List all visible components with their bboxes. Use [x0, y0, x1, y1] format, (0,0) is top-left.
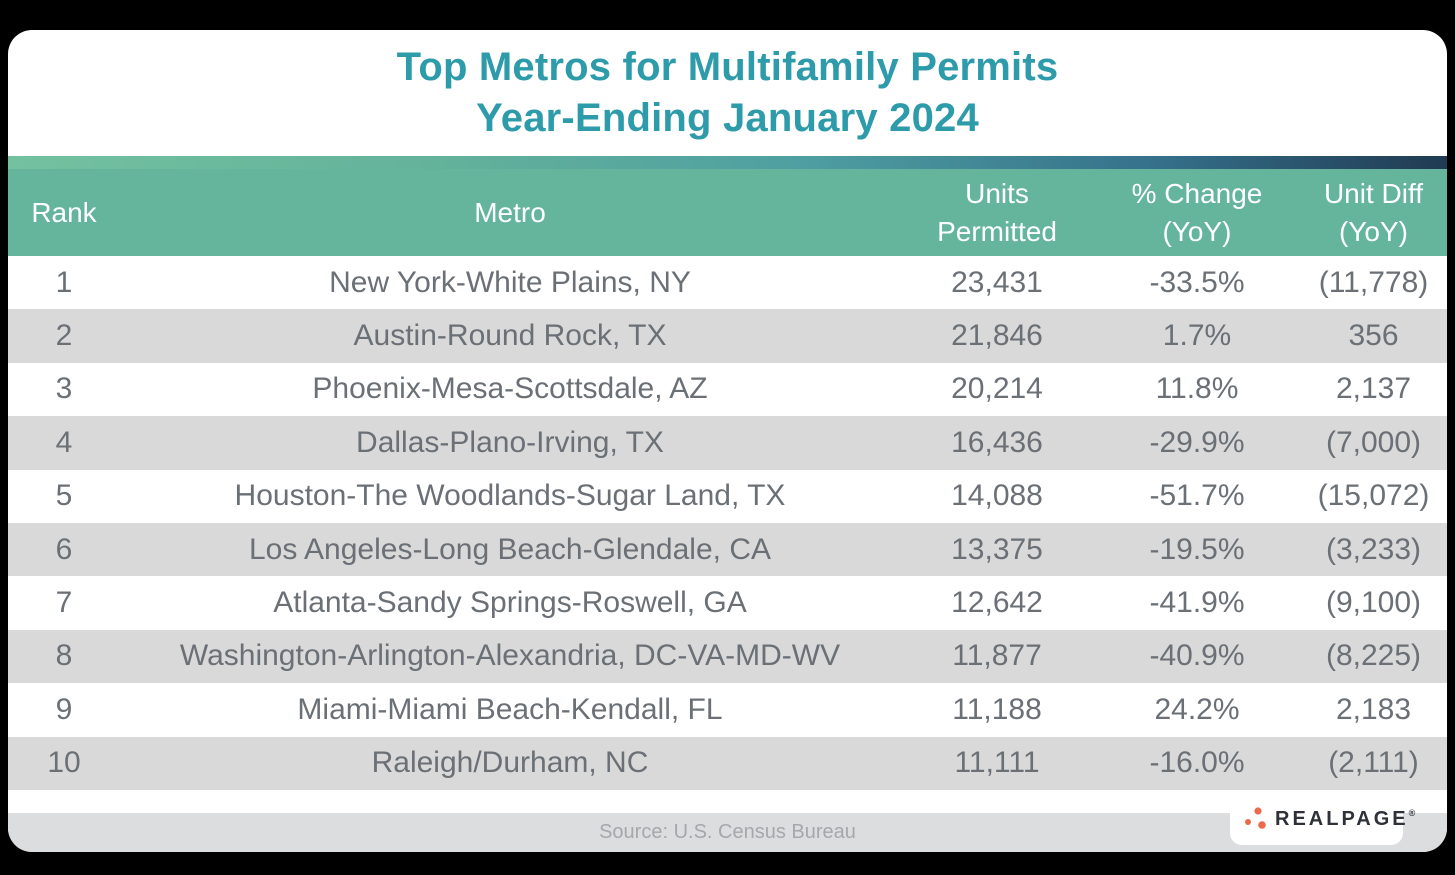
- cell-units: 12,642: [951, 586, 1043, 620]
- cell-rank: 9: [55, 692, 73, 726]
- table-row: 5 Houston-The Woodlands-Sugar Land, TX 1…: [8, 469, 1447, 523]
- table-body: 1 New York-White Plains, NY 23,431 -33.5…: [8, 256, 1447, 790]
- cell-metro: Miami-Miami Beach-Kendall, FL: [297, 692, 723, 726]
- cell-pct-change: -41.9%: [1149, 586, 1245, 620]
- column-header-units-permitted: Units Permitted: [900, 175, 1094, 251]
- column-header-unit-diff: Unit Diff (YoY): [1300, 175, 1447, 251]
- column-header-units-line1: Units: [965, 177, 1029, 209]
- cell-units: 11,877: [952, 639, 1042, 673]
- table-row: 6 Los Angeles-Long Beach-Glendale, CA 13…: [8, 522, 1447, 577]
- cell-rank: 10: [47, 746, 81, 780]
- cell-unit-diff: 2,137: [1335, 372, 1412, 406]
- cell-rank: 5: [55, 479, 73, 513]
- cell-units: 16,436: [951, 425, 1043, 459]
- cell-pct-change: 11.8%: [1155, 372, 1239, 406]
- cell-rank: 6: [55, 532, 73, 566]
- cell-metro: Atlanta-Sandy Springs-Roswell, GA: [273, 586, 747, 620]
- title-block: Top Metros for Multifamily Permits Year-…: [8, 30, 1447, 156]
- cell-metro: Raleigh/Durham, NC: [371, 746, 649, 780]
- column-header-diff-line2: (YoY): [1338, 215, 1408, 247]
- cell-metro: Washington-Arlington-Alexandria, DC-VA-M…: [179, 639, 841, 673]
- cell-unit-diff: (2,111): [1328, 746, 1419, 780]
- cell-rank: 7: [55, 586, 73, 620]
- realpage-logo: REALPAGE®: [1230, 794, 1415, 845]
- cell-unit-diff: (9,100): [1325, 586, 1422, 620]
- realpage-dots-icon: [1239, 795, 1271, 844]
- table-header-row: Rank Metro Units Permitted % Change (YoY…: [8, 169, 1447, 256]
- accent-gradient-bar: [8, 156, 1447, 169]
- cell-pct-change: 1.7%: [1162, 319, 1232, 353]
- column-header-pct-change: % Change (YoY): [1094, 175, 1300, 251]
- table-row: 7 Atlanta-Sandy Springs-Roswell, GA 12,6…: [8, 576, 1447, 630]
- cell-units: 23,431: [951, 265, 1043, 299]
- cell-metro: Dallas-Plano-Irving, TX: [356, 425, 664, 459]
- column-header-units-line2: Permitted: [937, 215, 1057, 247]
- cell-metro: Phoenix-Mesa-Scottsdale, AZ: [312, 372, 708, 406]
- cell-units: 13,375: [951, 532, 1043, 566]
- cell-pct-change: -51.7%: [1149, 479, 1245, 513]
- cell-pct-change: -40.9%: [1149, 639, 1245, 673]
- footer: Source: U.S. Census Bureau REALPAGE®: [8, 789, 1447, 852]
- table-row: 3 Phoenix-Mesa-Scottsdale, AZ 20,214 11.…: [8, 362, 1447, 417]
- table-row: 9 Miami-Miami Beach-Kendall, FL 11,188 2…: [8, 683, 1447, 737]
- cell-units: 21,846: [951, 319, 1043, 353]
- cell-pct-change: -19.5%: [1149, 532, 1245, 566]
- page-title-line-2: Year-Ending January 2024: [476, 96, 979, 140]
- footer-bar: Source: U.S. Census Bureau: [8, 812, 1447, 852]
- cell-unit-diff: (15,072): [1317, 479, 1430, 513]
- cell-rank: 8: [55, 639, 73, 673]
- realpage-wordmark: REALPAGE®: [1275, 808, 1416, 831]
- cell-rank: 3: [55, 372, 73, 406]
- column-header-rank: Rank: [31, 196, 97, 228]
- registered-trademark-icon: ®: [1408, 808, 1416, 819]
- cell-units: 14,088: [951, 479, 1043, 513]
- footer-spacer: [8, 789, 1447, 813]
- column-header-pct-line2: (YoY): [1162, 215, 1232, 247]
- table-row: 10 Raleigh/Durham, NC 11,111 -16.0% (2,1…: [8, 736, 1447, 790]
- page-title-line-1: Top Metros for Multifamily Permits: [396, 45, 1059, 89]
- cell-unit-diff: (11,778): [1318, 265, 1429, 299]
- cell-rank: 1: [55, 265, 73, 299]
- cell-pct-change: -33.5%: [1149, 265, 1245, 299]
- cell-metro: Austin-Round Rock, TX: [353, 319, 667, 353]
- table-row: 1 New York-White Plains, NY 23,431 -33.5…: [8, 256, 1447, 310]
- table-row: 8 Washington-Arlington-Alexandria, DC-VA…: [8, 629, 1447, 684]
- cell-rank: 4: [55, 425, 73, 459]
- cell-metro: New York-White Plains, NY: [329, 265, 691, 299]
- cell-metro: Los Angeles-Long Beach-Glendale, CA: [248, 532, 771, 566]
- infographic-card: Top Metros for Multifamily Permits Year-…: [8, 30, 1447, 852]
- column-header-pct-line1: % Change: [1131, 177, 1263, 209]
- cell-unit-diff: (3,233): [1325, 532, 1422, 566]
- column-header-metro: Metro: [474, 196, 546, 228]
- cell-pct-change: 24.2%: [1154, 692, 1240, 726]
- cell-unit-diff: (8,225): [1325, 639, 1422, 673]
- column-header-diff-line1: Unit Diff: [1323, 177, 1424, 209]
- cell-unit-diff: 356: [1348, 319, 1399, 353]
- cell-unit-diff: 2,183: [1335, 692, 1412, 726]
- cell-units: 11,111: [954, 746, 1040, 780]
- source-text: Source: U.S. Census Bureau: [599, 820, 856, 843]
- cell-unit-diff: (7,000): [1325, 425, 1422, 459]
- cell-metro: Houston-The Woodlands-Sugar Land, TX: [234, 479, 786, 513]
- cell-units: 20,214: [951, 372, 1043, 406]
- cell-units: 11,188: [952, 692, 1042, 726]
- table-row: 2 Austin-Round Rock, TX 21,846 1.7% 356: [8, 309, 1447, 363]
- table-row: 4 Dallas-Plano-Irving, TX 16,436 -29.9% …: [8, 416, 1447, 470]
- cell-pct-change: -29.9%: [1149, 425, 1245, 459]
- cell-rank: 2: [55, 319, 73, 353]
- cell-pct-change: -16.0%: [1149, 746, 1245, 780]
